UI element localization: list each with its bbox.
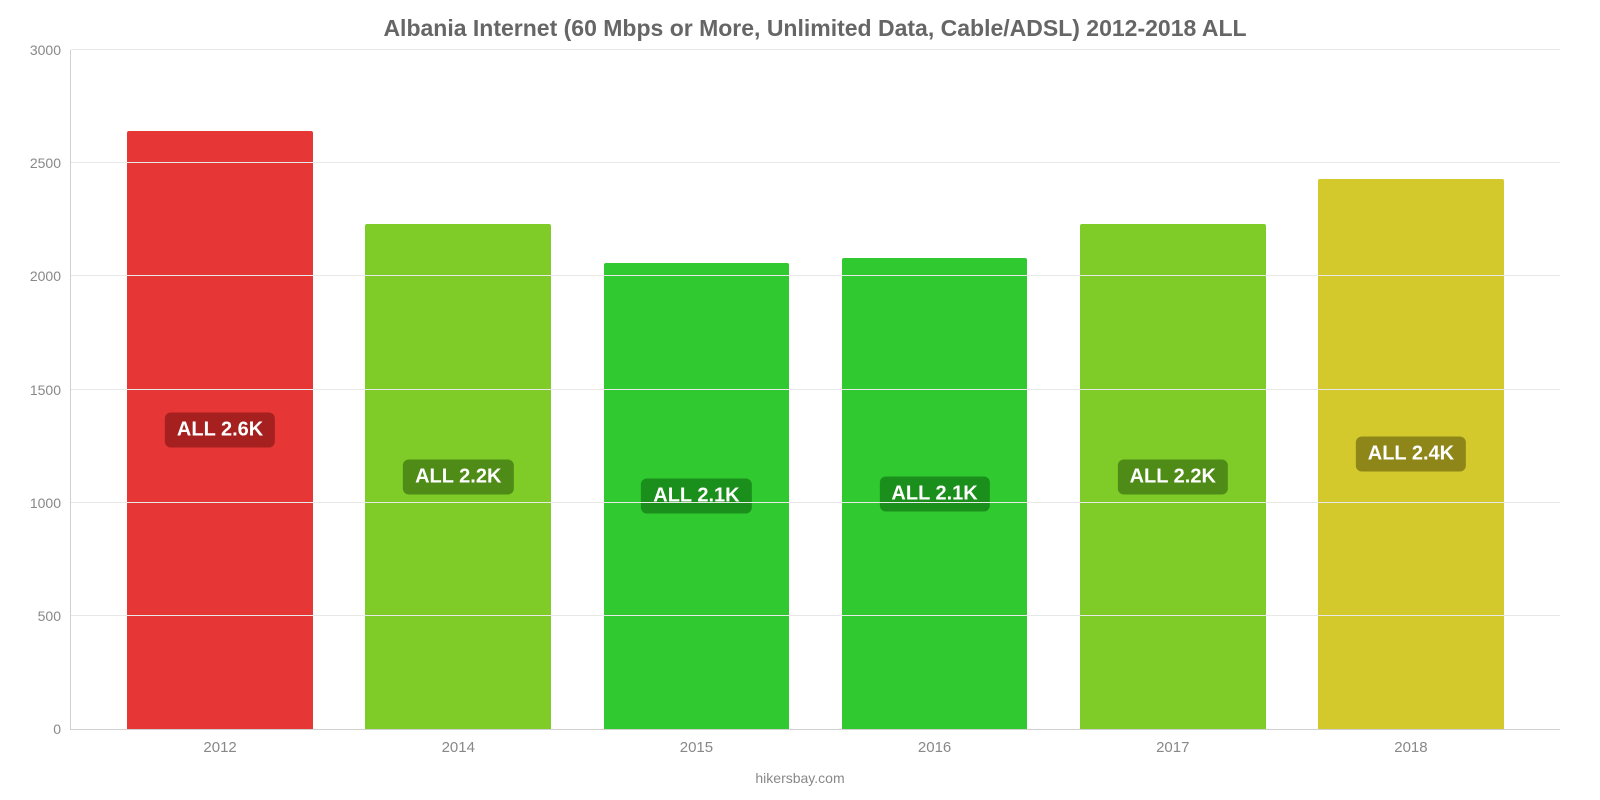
bar-slot: ALL 2.1K2015 [577, 50, 815, 729]
bar-value-badge: ALL 2.1K [879, 476, 989, 511]
x-tick-label: 2014 [442, 729, 475, 756]
y-tick-label: 3000 [30, 42, 71, 58]
bar-value-badge: ALL 2.4K [1356, 437, 1466, 472]
bar-slot: ALL 2.2K2014 [339, 50, 577, 729]
y-tick-label: 500 [38, 608, 71, 624]
y-gridline [71, 389, 1560, 390]
y-tick-label: 1500 [30, 382, 71, 398]
y-tick-label: 1000 [30, 495, 71, 511]
x-tick-label: 2016 [918, 729, 951, 756]
x-tick-label: 2017 [1156, 729, 1189, 756]
y-tick-label: 2500 [30, 155, 71, 171]
bar-slot: ALL 2.6K2012 [101, 50, 339, 729]
bar: ALL 2.4K [1318, 179, 1504, 729]
plot-area: ALL 2.6K2012ALL 2.2K2014ALL 2.1K2015ALL … [70, 50, 1560, 730]
bar: ALL 2.1K [842, 258, 1028, 729]
y-tick-label: 2000 [30, 268, 71, 284]
bar-value-badge: ALL 2.6K [165, 413, 275, 448]
bars-row: ALL 2.6K2012ALL 2.2K2014ALL 2.1K2015ALL … [71, 50, 1560, 729]
bar-slot: ALL 2.4K2018 [1292, 50, 1530, 729]
y-tick-label: 0 [53, 721, 71, 737]
bar-slot: ALL 2.2K2017 [1054, 50, 1292, 729]
x-tick-label: 2018 [1394, 729, 1427, 756]
y-gridline [71, 162, 1560, 163]
bar: ALL 2.1K [604, 263, 790, 729]
y-gridline [71, 275, 1560, 276]
y-gridline [71, 615, 1560, 616]
attribution-text: hikersbay.com [755, 770, 844, 786]
y-gridline [71, 502, 1560, 503]
bar-value-badge: ALL 2.2K [403, 459, 513, 494]
chart-container: Albania Internet (60 Mbps or More, Unlim… [0, 0, 1600, 800]
x-tick-label: 2012 [203, 729, 236, 756]
bar: ALL 2.2K [1080, 224, 1266, 729]
x-tick-label: 2015 [680, 729, 713, 756]
bar: ALL 2.6K [127, 131, 313, 729]
bar-value-badge: ALL 2.1K [641, 478, 751, 513]
chart-title: Albania Internet (60 Mbps or More, Unlim… [70, 15, 1560, 42]
bar-slot: ALL 2.1K2016 [816, 50, 1054, 729]
y-gridline [71, 49, 1560, 50]
bar: ALL 2.2K [365, 224, 551, 729]
bar-value-badge: ALL 2.2K [1118, 459, 1228, 494]
